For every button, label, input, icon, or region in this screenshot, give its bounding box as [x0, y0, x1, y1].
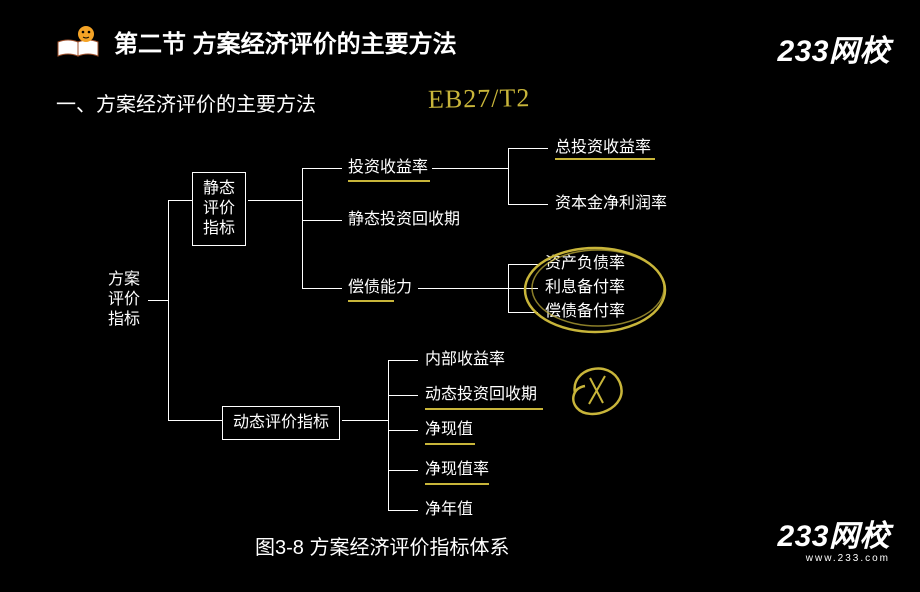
tree-leaf: 偿债备付率 [545, 302, 625, 322]
brand-logo-bottom: 233网校 www.233.com [777, 511, 890, 564]
brand-text: 233网校 [777, 520, 890, 553]
tree-connector [508, 204, 548, 205]
annotation-underline [425, 443, 475, 445]
tree-connector [168, 200, 169, 420]
tree-connector [168, 200, 192, 201]
tree-connector [388, 395, 418, 396]
tree-connector [508, 148, 548, 149]
tree-leaf: 资产负债率 [545, 254, 625, 274]
tree-leaf: 资本金净利润率 [555, 194, 667, 214]
tree-node: 偿债能力 [348, 278, 412, 298]
annotation-scribble [565, 358, 635, 428]
tree-connector [388, 430, 418, 431]
tree-connector [168, 420, 223, 421]
tree-connector [248, 200, 302, 201]
tree-connector [302, 168, 342, 169]
tree-node-static: 静态评价指标 [192, 172, 246, 246]
tree-leaf: 净现值率 [425, 460, 489, 480]
tree-connector [302, 288, 342, 289]
tree-leaf: 净现值 [425, 420, 473, 440]
tree-connector [508, 312, 538, 313]
tree-node-dynamic: 动态评价指标 [222, 406, 340, 440]
tree-leaf: 总投资收益率 [555, 138, 651, 158]
brand-url: www.233.com [777, 553, 890, 564]
section-subtitle: 一、方案经济评价的主要方法 [56, 88, 316, 117]
annotation-underline [425, 408, 543, 410]
tree-connector [432, 168, 508, 169]
handwriting-annotation: EB27/T2 [428, 83, 531, 115]
annotation-underline [425, 483, 489, 485]
annotation-underline [555, 158, 655, 160]
tree-leaf: 净年值 [425, 500, 473, 520]
tree-connector [508, 288, 538, 289]
brand-logo-top: 233网校 [777, 26, 890, 70]
tree-connector [508, 264, 538, 265]
tree-connector [388, 470, 418, 471]
tree-connector [302, 220, 342, 221]
book-icon [56, 26, 100, 58]
brand-text: 233网校 [777, 35, 890, 68]
tree-connector [388, 510, 418, 511]
tree-leaf: 动态投资回收期 [425, 385, 537, 405]
tree-connector [148, 300, 168, 301]
tree-connector [508, 148, 509, 204]
annotation-underline [348, 180, 430, 182]
tree-connector [302, 168, 303, 288]
tree-connector [388, 360, 418, 361]
annotation-underline [348, 300, 394, 302]
tree-leaf: 利息备付率 [545, 278, 625, 298]
tree-connector [418, 288, 508, 289]
tree-node: 投资收益率 [348, 158, 428, 178]
section-header: 第二节 方案经济评价的主要方法 [56, 24, 457, 59]
tree-node: 静态投资回收期 [348, 210, 460, 230]
section-title: 第二节 方案经济评价的主要方法 [114, 24, 457, 59]
tree-connector [342, 420, 388, 421]
figure-caption: 图3-8 方案经济评价指标体系 [255, 531, 509, 560]
tree-connector [388, 360, 389, 510]
tree-root: 方案评价指标 [108, 270, 140, 330]
tree-leaf: 内部收益率 [425, 350, 505, 370]
